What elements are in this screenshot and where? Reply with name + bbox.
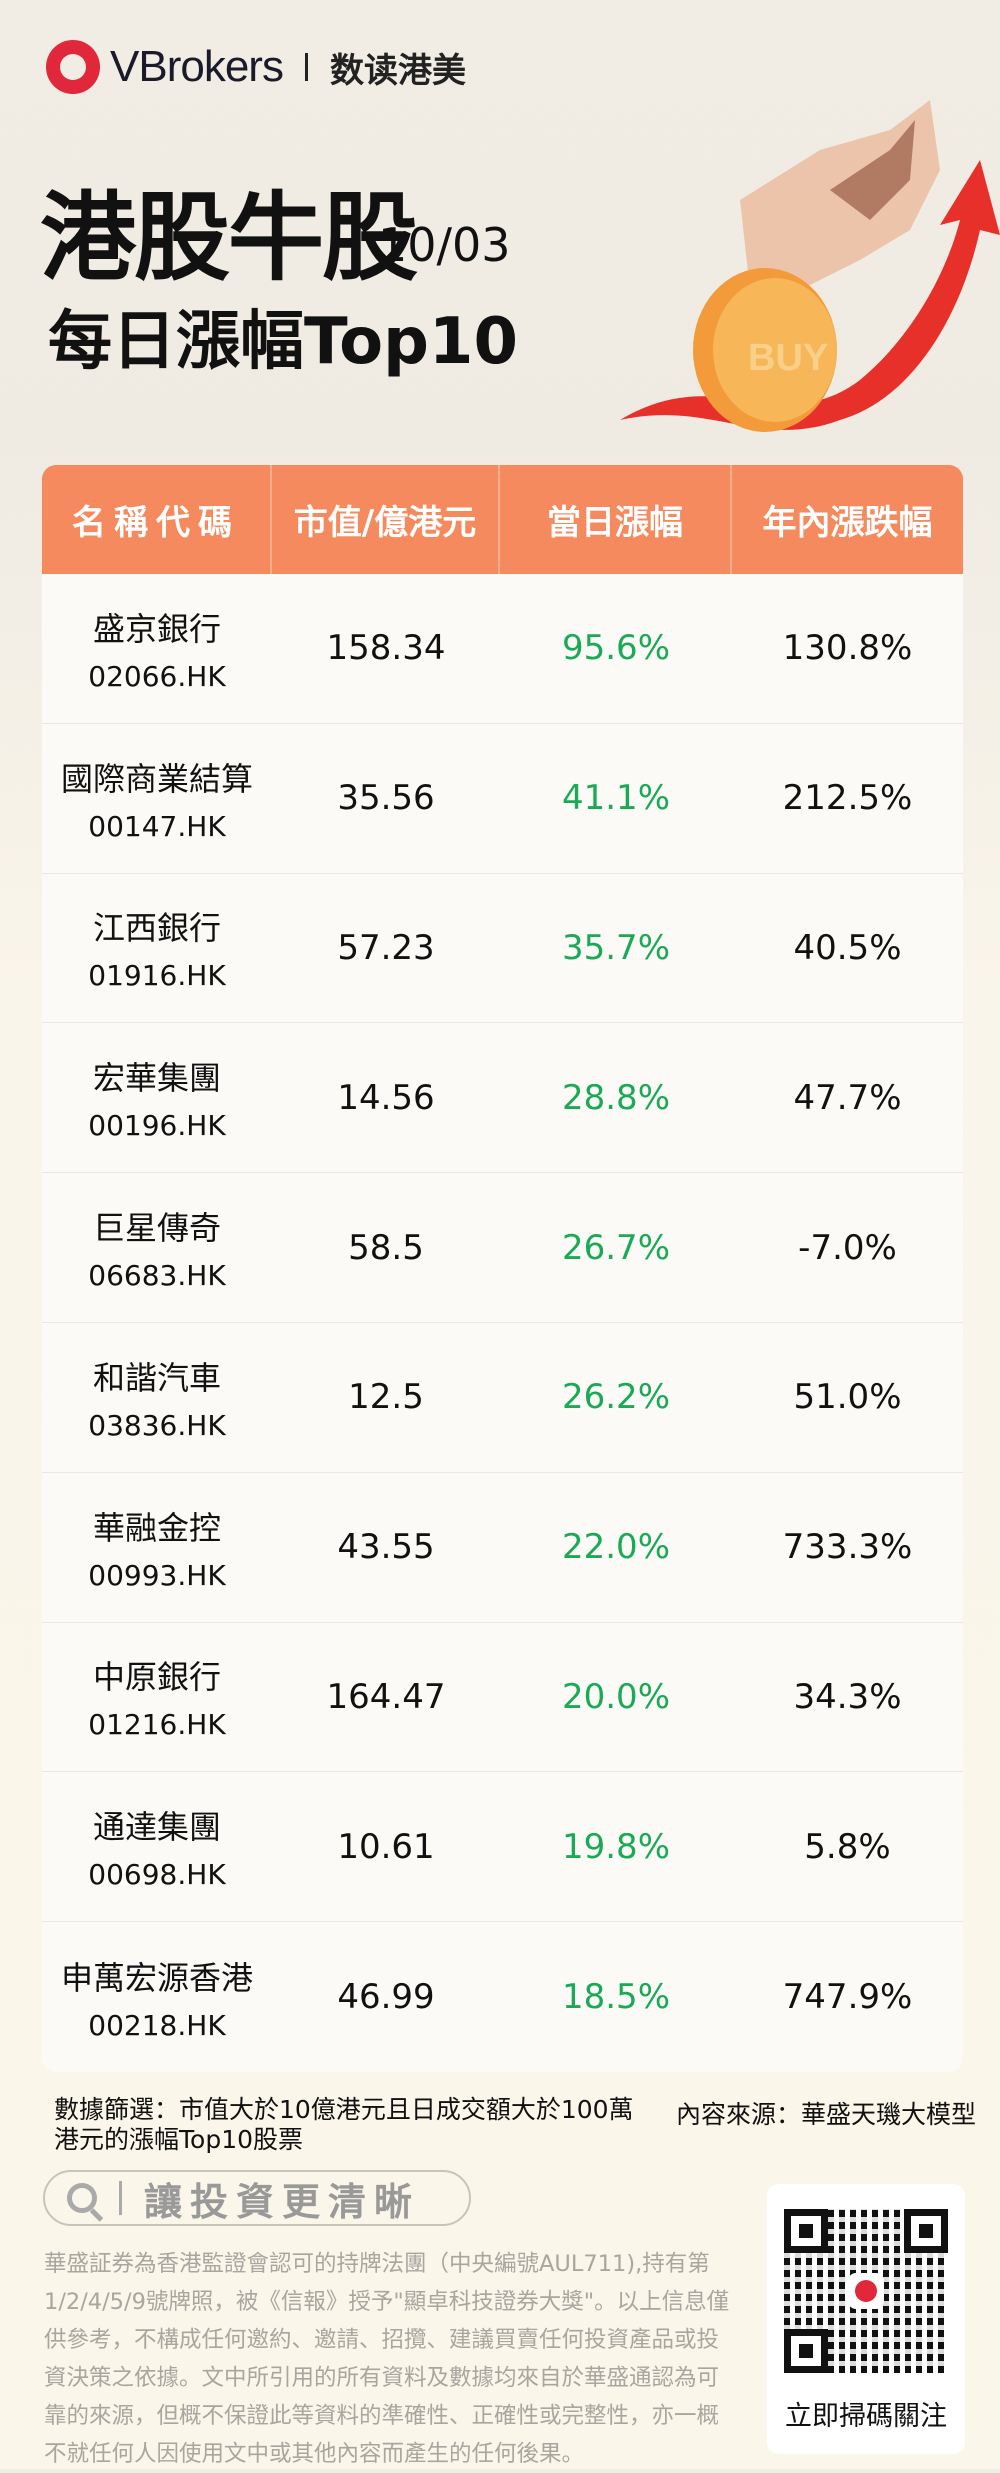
table-row: 國際商業結算 00147.HK 35.56 41.1% 212.5% bbox=[42, 724, 963, 874]
table-row: 江西銀行 01916.HK 57.23 35.7% 40.5% bbox=[42, 874, 963, 1024]
stock-name-cell: 中原銀行 01216.HK bbox=[42, 1623, 272, 1772]
ytd-change: 212.5% bbox=[782, 778, 913, 819]
ytd-change: 5.8% bbox=[804, 1826, 891, 1867]
content-source: 內容來源：華盛天璣大模型 bbox=[676, 2100, 977, 2129]
qr-card: 立即掃碼關注 bbox=[767, 2184, 965, 2454]
stock-name: 申萬宏源香港 bbox=[60, 1958, 253, 1997]
column-header-name: 名稱代碼 bbox=[42, 465, 272, 574]
table-header: 名稱代碼 市值/億港元 當日漲幅 年內漲跌幅 bbox=[42, 465, 963, 574]
table-row: 宏華集團 00196.HK 14.56 28.8% 47.7% bbox=[42, 1023, 963, 1174]
table-row: 華融金控 00993.HK 43.55 22.0% 733.3% bbox=[42, 1473, 963, 1623]
stock-name: 巨星傳奇 bbox=[92, 1209, 221, 1248]
brand-name: VBrokers bbox=[110, 42, 284, 91]
stock-name-cell: 通達集團 00698.HK bbox=[42, 1772, 272, 1921]
coin-label: BUY bbox=[748, 337, 828, 379]
bull-coin-arrow-illustration: BUY bbox=[620, 100, 1000, 432]
ytd-change: 34.3% bbox=[793, 1676, 902, 1717]
stock-name-cell: 江西銀行 01916.HK bbox=[42, 874, 272, 1023]
date: 10/03 bbox=[378, 218, 511, 272]
market-cap: 46.99 bbox=[337, 1977, 435, 2018]
table-row: 巨星傳奇 06683.HK 58.5 26.7% -7.0% bbox=[42, 1173, 963, 1323]
table-row: 和諧汽車 03836.HK 12.5 26.2% 51.0% bbox=[42, 1323, 963, 1473]
divider bbox=[119, 2181, 122, 2215]
column-header-daily-change: 當日漲幅 bbox=[500, 465, 732, 574]
market-cap: 58.5 bbox=[348, 1227, 424, 1268]
divider bbox=[304, 53, 308, 81]
stock-code: 02066.HK bbox=[88, 659, 226, 693]
stock-name-cell: 和諧汽車 03836.HK bbox=[42, 1323, 272, 1472]
table-row: 通達集團 00698.HK 10.61 19.8% 5.8% bbox=[42, 1772, 963, 1923]
stock-code: 00218.HK bbox=[88, 2008, 226, 2042]
market-cap: 12.5 bbox=[348, 1377, 424, 1418]
stock-code: 00698.HK bbox=[88, 1858, 226, 1892]
logo: VBrokers 数读港美 bbox=[46, 40, 466, 94]
stock-code: 01916.HK bbox=[88, 959, 226, 993]
table-body: 盛京銀行 02066.HK 158.34 95.6% 130.8% 國際商業結算 00… bbox=[42, 574, 963, 2072]
stock-name-cell: 盛京銀行 02066.HK bbox=[42, 574, 272, 723]
market-cap: 57.23 bbox=[337, 927, 435, 968]
qr-label: 立即掃碼關注 bbox=[785, 2401, 947, 2432]
daily-change: 26.2% bbox=[561, 1377, 670, 1418]
ytd-change: 40.5% bbox=[793, 927, 902, 968]
table-row: 盛京銀行 02066.HK 158.34 95.6% 130.8% bbox=[42, 574, 963, 724]
stock-name: 和諧汽車 bbox=[92, 1358, 221, 1397]
ytd-change: 130.8% bbox=[782, 628, 913, 669]
daily-change: 19.8% bbox=[561, 1826, 670, 1867]
qr-logo-icon bbox=[848, 2273, 884, 2309]
table-row: 申萬宏源香港 00218.HK 46.99 18.5% 747.9% bbox=[42, 1922, 963, 2072]
top10-table: 名稱代碼 市值/億港元 當日漲幅 年內漲跌幅 盛京銀行 02066.HK 158.… bbox=[42, 465, 963, 2072]
stock-code: 00993.HK bbox=[88, 1558, 226, 1592]
disclaimer: 華盛証券為香港監證會認可的持牌法團（中央編號AUL711),持有第1/2/4/5… bbox=[44, 2251, 730, 2467]
vbrokers-logo-icon bbox=[46, 40, 100, 94]
ytd-change: -7.0% bbox=[798, 1227, 897, 1268]
search-icon bbox=[67, 2183, 97, 2213]
daily-change: 20.0% bbox=[561, 1676, 670, 1717]
market-cap: 35.56 bbox=[337, 778, 435, 819]
stock-name-cell: 宏華集團 00196.HK bbox=[42, 1023, 272, 1172]
stock-name: 宏華集團 bbox=[92, 1059, 221, 1098]
column-header-market-cap: 市值/億港元 bbox=[272, 465, 500, 574]
daily-change: 26.7% bbox=[561, 1227, 670, 1268]
stock-name: 江西銀行 bbox=[92, 909, 221, 948]
daily-change: 22.0% bbox=[561, 1527, 670, 1568]
slogan-search-pill: 讓投資更清晰 bbox=[43, 2170, 471, 2226]
stock-name: 中原銀行 bbox=[92, 1658, 221, 1697]
ytd-change: 747.9% bbox=[782, 1977, 913, 2018]
stock-name-cell: 國際商業結算 00147.HK bbox=[42, 724, 272, 873]
data-filter-note: 數據篩選：市值大於10億港元且日成交額大於100萬港元的漲幅Top10股票 bbox=[54, 2095, 634, 2154]
stock-code: 03836.HK bbox=[88, 1408, 226, 1442]
market-cap: 158.34 bbox=[326, 628, 446, 669]
stock-name-cell: 巨星傳奇 06683.HK bbox=[42, 1173, 272, 1322]
stock-name-cell: 華融金控 00993.HK bbox=[42, 1473, 272, 1622]
slogan: 讓投資更清晰 bbox=[144, 2179, 421, 2224]
daily-change: 18.5% bbox=[561, 1977, 670, 2018]
stock-code: 00147.HK bbox=[88, 809, 226, 843]
daily-change: 95.6% bbox=[561, 628, 670, 669]
daily-change: 41.1% bbox=[561, 778, 670, 819]
market-cap: 10.61 bbox=[337, 1826, 435, 1867]
market-cap: 43.55 bbox=[337, 1527, 435, 1568]
stock-code: 01216.HK bbox=[88, 1708, 226, 1742]
stock-name: 通達集團 bbox=[92, 1808, 221, 1847]
ytd-change: 733.3% bbox=[782, 1527, 913, 1568]
stock-code: 00196.HK bbox=[88, 1109, 226, 1143]
ytd-change: 47.7% bbox=[793, 1077, 902, 1118]
table-row: 中原銀行 01216.HK 164.47 20.0% 34.3% bbox=[42, 1623, 963, 1773]
page-title: 港股牛股 bbox=[40, 182, 418, 294]
stock-name: 盛京銀行 bbox=[92, 609, 221, 648]
qr-code[interactable] bbox=[784, 2209, 948, 2373]
daily-change: 28.8% bbox=[561, 1077, 670, 1118]
stock-name-cell: 申萬宏源香港 00218.HK bbox=[42, 1922, 272, 2072]
stock-code: 06683.HK bbox=[88, 1259, 226, 1293]
market-cap: 14.56 bbox=[337, 1077, 435, 1118]
page-subtitle: 每日漲幅Top10 bbox=[48, 305, 518, 379]
market-cap: 164.47 bbox=[326, 1676, 446, 1717]
sub-brand: 数读港美 bbox=[329, 50, 466, 91]
column-header-ytd-change: 年內漲跌幅 bbox=[762, 503, 933, 543]
daily-change: 35.7% bbox=[561, 927, 670, 968]
stock-name: 國際商業結算 bbox=[60, 759, 253, 798]
ytd-change: 51.0% bbox=[793, 1377, 902, 1418]
stock-name: 華融金控 bbox=[92, 1508, 221, 1547]
